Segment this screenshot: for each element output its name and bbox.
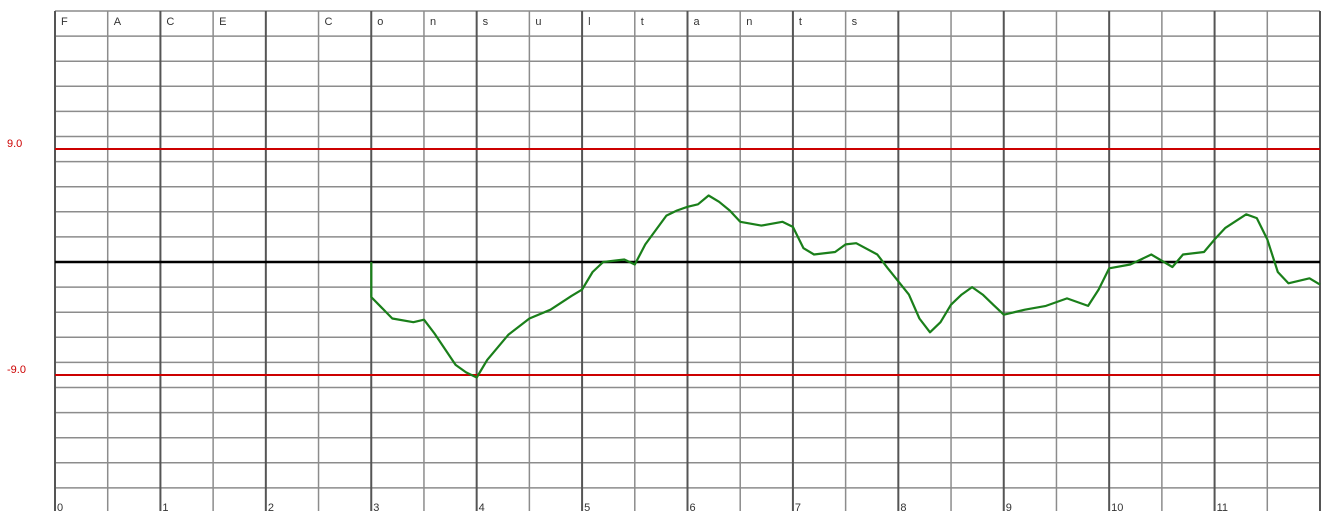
header-letter: C xyxy=(325,16,333,28)
x-tick-label: 1 xyxy=(162,502,168,511)
data-line xyxy=(370,194,1321,379)
x-tick-label: 8 xyxy=(900,502,906,511)
y-tick-label: -9.0 xyxy=(7,364,26,376)
header-letter: s xyxy=(852,16,858,28)
header-letter: l xyxy=(588,16,590,28)
header-letter: o xyxy=(377,16,383,28)
header-letter: n xyxy=(746,16,752,28)
header-letter: a xyxy=(694,16,701,28)
x-tick-label: 5 xyxy=(584,502,590,511)
header-letter: u xyxy=(535,16,541,28)
header-letter: F xyxy=(61,16,68,28)
x-tick-label: 0 xyxy=(57,502,63,511)
header-letter: C xyxy=(166,16,174,28)
header-letter: A xyxy=(114,16,122,28)
header-letter: t xyxy=(641,16,644,28)
header-letter: n xyxy=(430,16,436,28)
x-tick-label: 2 xyxy=(268,502,274,511)
header-letter: E xyxy=(219,16,226,28)
y-tick-label: 9.0 xyxy=(7,138,22,150)
x-tick-label: 10 xyxy=(1111,502,1123,511)
x-tick-label: 3 xyxy=(373,502,379,511)
header-letter: t xyxy=(799,16,802,28)
x-tick-label: 9 xyxy=(1006,502,1012,511)
header-letter: s xyxy=(483,16,489,28)
x-tick-label: 7 xyxy=(795,502,801,511)
x-tick-label: 6 xyxy=(690,502,696,511)
x-tick-label: 4 xyxy=(479,502,485,511)
x-tick-label: 11 xyxy=(1217,502,1228,511)
